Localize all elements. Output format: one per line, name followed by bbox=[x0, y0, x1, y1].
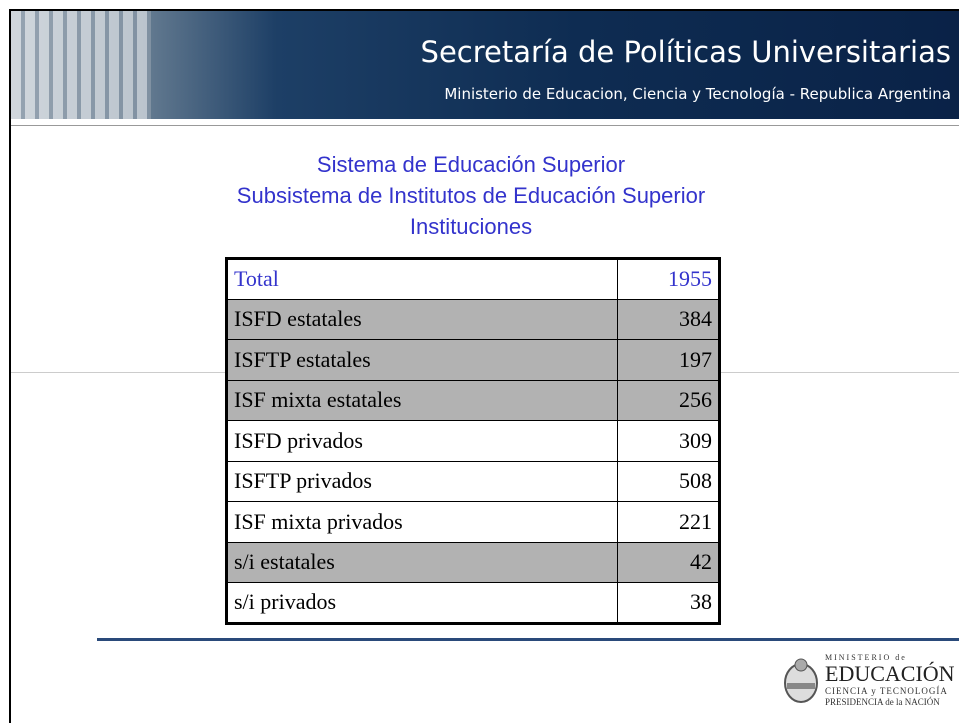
row-value: 221 bbox=[618, 502, 720, 543]
row-label: ISFD privados bbox=[227, 421, 618, 462]
row-value: 1955 bbox=[618, 259, 720, 300]
row-label: Total bbox=[227, 259, 618, 300]
row-label: ISFD estatales bbox=[227, 299, 618, 340]
titles: Sistema de Educación Superior Subsistema… bbox=[171, 149, 771, 242]
row-label: ISFTP estatales bbox=[227, 340, 618, 381]
row-value: 309 bbox=[618, 421, 720, 462]
logo-text: CIENCIA y TECNOLOGÍA bbox=[825, 686, 948, 696]
divider bbox=[11, 125, 959, 126]
slide: Secretaría de Políticas Universitarias M… bbox=[9, 9, 959, 723]
row-value: 256 bbox=[618, 380, 720, 421]
logo-text: PRESIDENCIA de la NACIÓN bbox=[825, 697, 940, 707]
row-value: 384 bbox=[618, 299, 720, 340]
row-label: ISF mixta privados bbox=[227, 502, 618, 543]
row-value: 508 bbox=[618, 461, 720, 502]
header-image bbox=[11, 11, 151, 119]
row-label: s/i privados bbox=[227, 583, 618, 624]
logo-text: EDUCACIÓN bbox=[825, 661, 955, 687]
logo: MINISTERIO de EDUCACIÓN CIENCIA y TECNOL… bbox=[781, 651, 956, 711]
row-label: ISF mixta estatales bbox=[227, 380, 618, 421]
header-title: Secretaría de Políticas Universitarias bbox=[421, 35, 951, 69]
logo-emblem bbox=[781, 655, 821, 705]
title-line: Subsistema de Institutos de Educación Su… bbox=[171, 180, 771, 211]
title-line: Sistema de Educación Superior bbox=[171, 149, 771, 180]
row-value: 38 bbox=[618, 583, 720, 624]
row-label: ISFTP privados bbox=[227, 461, 618, 502]
divider bbox=[97, 638, 959, 641]
title-line: Instituciones bbox=[171, 211, 771, 242]
row-value: 197 bbox=[618, 340, 720, 381]
row-value: 42 bbox=[618, 542, 720, 583]
header-subtitle: Ministerio de Educacion, Ciencia y Tecno… bbox=[444, 85, 951, 103]
page: Secretaría de Políticas Universitarias M… bbox=[0, 0, 959, 723]
row-label: s/i estatales bbox=[227, 542, 618, 583]
